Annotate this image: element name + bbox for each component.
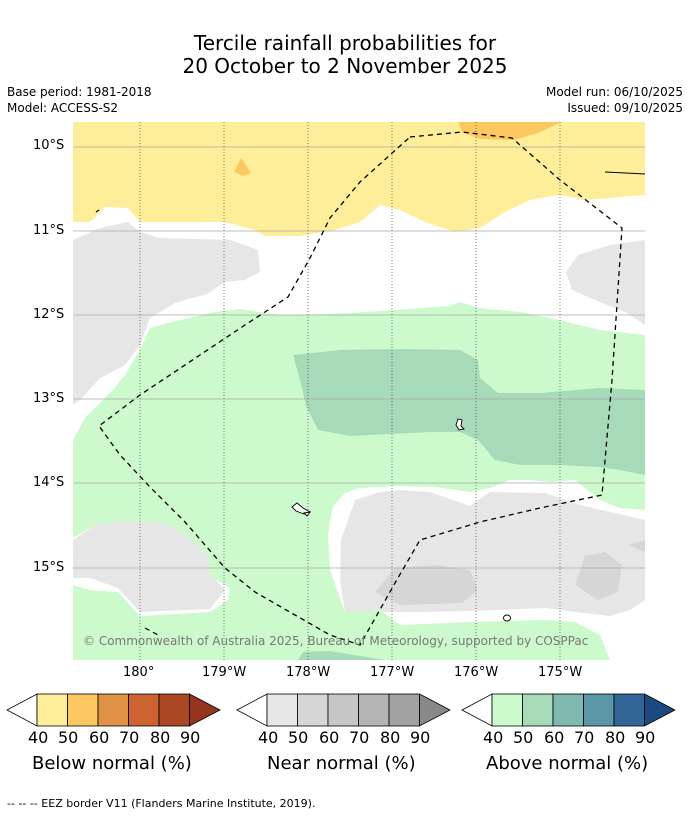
colorbar-near-under bbox=[236, 693, 268, 727]
colorbar-below-over bbox=[189, 693, 221, 727]
lon-label-179w: 179°W bbox=[202, 665, 247, 680]
near-tick-70: 70 bbox=[349, 728, 370, 747]
colorbar-below-cell-40-50 bbox=[36, 693, 68, 727]
below-normal-title: Below normal (%) bbox=[32, 753, 192, 774]
lon-label-175w: 175°W bbox=[538, 665, 583, 680]
near-tick-50: 50 bbox=[288, 728, 309, 747]
near-tick-90: 90 bbox=[410, 728, 431, 747]
near-normal-50-patch bbox=[375, 565, 478, 605]
above-tick-50: 50 bbox=[513, 728, 534, 747]
eez-border-fragment-north bbox=[95, 209, 100, 213]
island-south bbox=[503, 614, 511, 622]
model-name: Model: ACCESS-S2 bbox=[7, 101, 119, 115]
map-title-line1: Tercile rainfall probabilities for bbox=[193, 31, 497, 55]
lat-label-13s: 13°S bbox=[33, 391, 65, 406]
near-tick-60: 60 bbox=[319, 728, 340, 747]
near-normal-50-edge bbox=[628, 540, 645, 552]
colorbar-below-cell-60-70 bbox=[97, 693, 129, 727]
island-west-small bbox=[303, 511, 312, 517]
colorbar-below-cell-80-90 bbox=[158, 693, 190, 727]
below-tick-60: 60 bbox=[89, 728, 110, 747]
above-tick-70: 70 bbox=[574, 728, 595, 747]
below-normal-region bbox=[73, 122, 645, 236]
above-normal-title: Above normal (%) bbox=[486, 753, 649, 774]
island-center bbox=[455, 418, 465, 431]
near-tick-40: 40 bbox=[258, 728, 279, 747]
colorbar-above-cell-80-90 bbox=[613, 693, 645, 727]
near-normal-50-east bbox=[575, 552, 622, 600]
colorbar-near-cell-50-60 bbox=[297, 693, 329, 727]
colorbar-above-cell-60-70 bbox=[552, 693, 584, 727]
near-normal-region-southwest bbox=[73, 521, 225, 612]
below-normal-50-patch bbox=[458, 122, 562, 140]
colorbar-near-cell-60-70 bbox=[327, 693, 359, 727]
colorbars bbox=[6, 693, 676, 727]
lat-label-12s: 12°S bbox=[33, 307, 65, 322]
above-tick-40: 40 bbox=[483, 728, 504, 747]
map-copyright: © Commonwealth of Australia 2025, Bureau… bbox=[83, 634, 588, 648]
colorbar-above-under bbox=[461, 693, 493, 727]
lat-label-14s: 14°S bbox=[33, 475, 65, 490]
colorbar-near-cell-70-80 bbox=[358, 693, 390, 727]
colorbar-below-under bbox=[6, 693, 38, 727]
grid-lines bbox=[73, 146, 645, 569]
lon-label-177w: 177°W bbox=[370, 665, 415, 680]
base-period: Base period: 1981-2018 bbox=[7, 85, 152, 99]
probability-map: © Commonwealth of Australia 2025, Bureau… bbox=[73, 122, 645, 660]
below-tick-50: 50 bbox=[58, 728, 79, 747]
below-tick-70: 70 bbox=[119, 728, 140, 747]
near-normal-title: Near normal (%) bbox=[267, 753, 416, 774]
lat-label-15s: 15°S bbox=[33, 560, 65, 575]
eez-footnote: -- -- -- EEZ border V11 (Flanders Marine… bbox=[7, 797, 316, 810]
colorbar-above-cell-50-60 bbox=[522, 693, 554, 727]
above-normal-50-south bbox=[298, 651, 385, 660]
above-tick-60: 60 bbox=[544, 728, 565, 747]
eez-border-fragment-east bbox=[604, 171, 645, 175]
eez-border-fragment bbox=[144, 627, 161, 637]
lon-label-178w: 178°W bbox=[286, 665, 331, 680]
colorbar-below-cell-70-80 bbox=[128, 693, 160, 727]
below-normal-50-small bbox=[234, 158, 251, 176]
above-tick-90: 90 bbox=[635, 728, 656, 747]
above-tick-80: 80 bbox=[605, 728, 626, 747]
lon-label-180: 180° bbox=[123, 665, 155, 680]
below-tick-90: 90 bbox=[180, 728, 201, 747]
colorbar-above bbox=[461, 693, 676, 727]
near-tick-80: 80 bbox=[380, 728, 401, 747]
above-normal-region bbox=[73, 302, 645, 660]
lon-label-176w: 176°W bbox=[454, 665, 499, 680]
lat-label-10s: 10°S bbox=[33, 138, 65, 153]
colorbar-below-cell-50-60 bbox=[67, 693, 99, 727]
colorbar-above-cell-70-80 bbox=[583, 693, 615, 727]
colorbar-near-over bbox=[419, 693, 451, 727]
colorbar-below bbox=[6, 693, 221, 727]
colorbar-above-cell-40-50 bbox=[491, 693, 523, 727]
below-tick-40: 40 bbox=[28, 728, 49, 747]
above-normal-50-region bbox=[293, 349, 645, 475]
colorbar-near-cell-40-50 bbox=[266, 693, 298, 727]
colorbar-near bbox=[236, 693, 451, 727]
below-tick-80: 80 bbox=[150, 728, 171, 747]
near-normal-region-west bbox=[73, 222, 260, 405]
issued-date: Issued: 09/10/2025 bbox=[567, 101, 683, 115]
map-title-line2: 20 October to 2 November 2025 bbox=[182, 54, 508, 78]
colorbar-above-over bbox=[644, 693, 676, 727]
near-normal-region-east bbox=[566, 240, 645, 325]
lat-label-11s: 11°S bbox=[33, 223, 65, 238]
colorbar-near-cell-80-90 bbox=[388, 693, 420, 727]
eez-border bbox=[98, 131, 623, 646]
model-run: Model run: 06/10/2025 bbox=[545, 85, 683, 99]
